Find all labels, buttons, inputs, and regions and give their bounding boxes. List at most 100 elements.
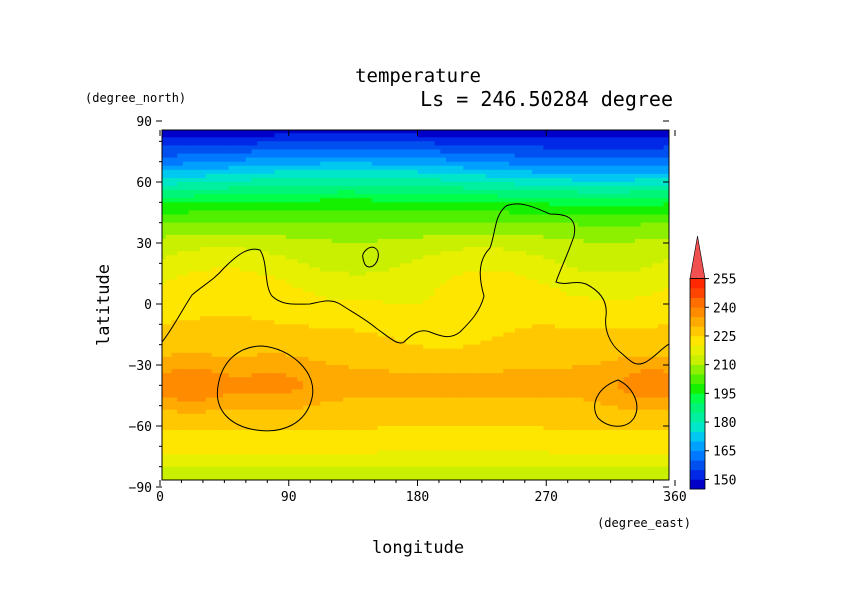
field-cell xyxy=(428,299,436,305)
field-cell xyxy=(463,218,470,224)
field-cell xyxy=(205,130,213,134)
field-cell xyxy=(366,161,373,167)
field-cell xyxy=(285,295,293,301)
field-cell xyxy=(343,121,349,126)
field-cell xyxy=(417,222,424,228)
field-cell xyxy=(577,153,585,159)
field-cell xyxy=(509,320,516,325)
field-cell xyxy=(228,316,235,321)
field-cell xyxy=(491,182,499,187)
field-cell xyxy=(234,279,241,285)
field-cell xyxy=(320,295,327,301)
field-cell xyxy=(320,259,327,264)
field-cell xyxy=(162,182,167,187)
field-cell xyxy=(469,267,476,273)
field-cell xyxy=(303,234,310,240)
field-cell xyxy=(514,145,522,151)
field-cell xyxy=(400,234,407,240)
field-cell xyxy=(240,173,247,179)
field-cell xyxy=(257,279,264,285)
field-cell xyxy=(280,137,287,142)
field-cell xyxy=(509,287,516,293)
field-cell xyxy=(411,206,419,212)
field-cell xyxy=(600,230,607,236)
field-cell xyxy=(480,130,487,134)
field-cell xyxy=(451,251,459,256)
field-cell xyxy=(526,267,533,273)
field-cell xyxy=(211,145,218,151)
field-cell xyxy=(440,173,447,179)
field-cell xyxy=(348,340,356,346)
field-cell xyxy=(280,153,287,159)
field-cell xyxy=(234,202,241,207)
field-cell xyxy=(617,243,625,248)
field-cell xyxy=(657,218,665,224)
field-cell xyxy=(211,141,218,146)
field-cell xyxy=(451,186,459,191)
field-cell xyxy=(520,226,527,232)
field-cell xyxy=(228,218,235,224)
field-cell xyxy=(325,328,333,334)
field-cell xyxy=(291,251,298,256)
field-cell xyxy=(572,304,579,309)
field-cell xyxy=(257,308,264,313)
field-cell xyxy=(663,295,669,301)
field-cell xyxy=(325,234,333,240)
field-cell xyxy=(177,149,184,155)
field-cell xyxy=(503,271,510,277)
field-cell xyxy=(257,283,264,289)
field-cell xyxy=(629,186,636,191)
field-cell xyxy=(325,324,333,329)
field-cell xyxy=(205,291,213,297)
field-cell xyxy=(222,304,230,309)
field-cell xyxy=(520,177,527,183)
field-cell xyxy=(531,149,539,155)
field-cell xyxy=(423,279,430,285)
field-cell xyxy=(560,234,567,240)
field-cell xyxy=(446,251,453,256)
field-cell xyxy=(348,234,356,240)
field-cell xyxy=(600,210,607,216)
field-cell xyxy=(469,247,476,252)
field-cell xyxy=(554,190,562,195)
field-cell xyxy=(503,169,510,175)
field-cell xyxy=(606,332,613,338)
field-cell xyxy=(640,230,647,236)
field-cell xyxy=(354,157,361,163)
field-cell xyxy=(543,194,550,199)
field-cell xyxy=(377,153,384,159)
field-cell xyxy=(634,324,642,329)
field-cell xyxy=(652,230,659,236)
field-cell xyxy=(240,218,247,224)
field-cell xyxy=(457,259,464,264)
field-cell xyxy=(434,202,441,207)
field-cell xyxy=(291,157,298,163)
field-cell xyxy=(331,247,338,252)
field-cell xyxy=(308,173,316,179)
field-cell xyxy=(652,279,659,285)
field-cell xyxy=(297,137,304,142)
field-cell xyxy=(509,165,516,171)
field-cell xyxy=(394,283,401,289)
field-cell xyxy=(572,186,579,191)
field-cell xyxy=(606,316,613,321)
field-cell xyxy=(285,198,293,203)
field-cell xyxy=(245,130,253,134)
field-cell xyxy=(612,340,619,346)
field-cell xyxy=(394,312,401,317)
field-cell xyxy=(177,238,184,244)
field-cell xyxy=(428,243,436,248)
field-cell xyxy=(245,255,253,260)
field-cell xyxy=(165,299,173,305)
field-cell xyxy=(457,222,464,228)
field-cell xyxy=(171,340,178,346)
field-cell xyxy=(388,259,396,264)
field-cell xyxy=(165,316,173,321)
field-cell xyxy=(355,125,361,130)
field-cell xyxy=(652,222,659,228)
field-cell xyxy=(480,182,487,187)
field-cell xyxy=(451,149,459,155)
field-cell xyxy=(331,340,338,346)
field-cell xyxy=(600,267,607,273)
field-cell xyxy=(331,234,338,240)
